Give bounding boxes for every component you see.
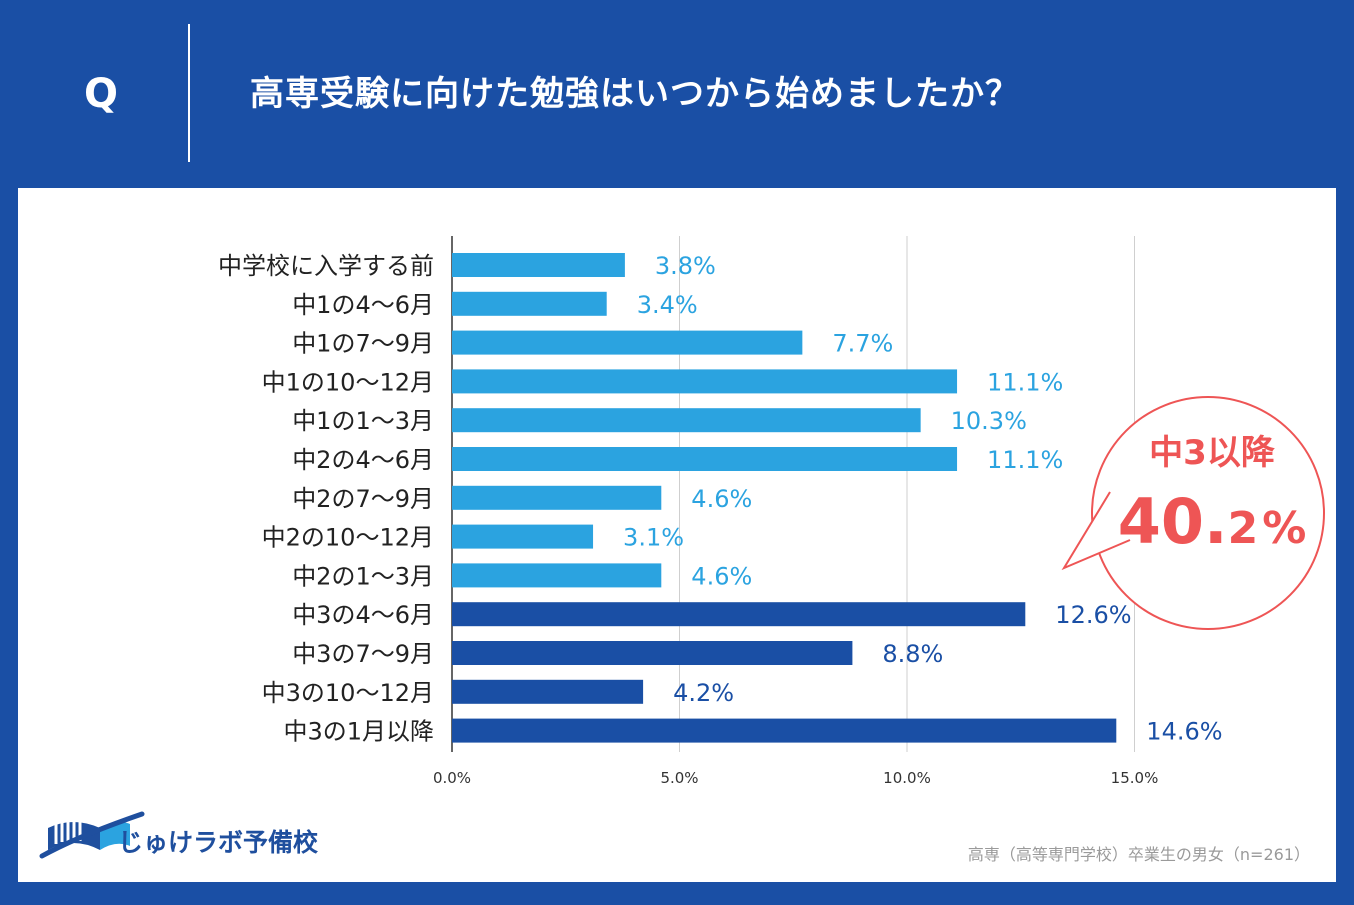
- bar: [452, 641, 853, 665]
- callout-tail-fill: [1070, 495, 1128, 563]
- question-title: 高専受験に向けた勉強はいつから始めましたか？: [250, 74, 1020, 114]
- bar: [452, 369, 958, 394]
- value-label: 3.4%: [637, 291, 698, 319]
- chart-panel: 0.0% 5.0% 10.0% 15.0% 中学校に入学する前 3.8% 中1の4〜6月 3.…: [18, 188, 1336, 882]
- value-label: 8.8%: [882, 640, 943, 668]
- bar: [452, 291, 607, 316]
- category-label: 中3の4〜6月: [292, 601, 434, 629]
- category-label: 中2の7〜9月: [292, 485, 434, 513]
- category-label: 中2の1〜3月: [292, 562, 434, 590]
- bar: [452, 408, 921, 433]
- header: Q 高専受験に向けた勉強はいつから始めましたか？: [0, 0, 1354, 188]
- value-label: 4.6%: [691, 485, 752, 513]
- bar-chart: 0.0% 5.0% 10.0% 15.0% 中学校に入学する前 3.8% 中1の4〜6月 3.…: [218, 236, 1325, 787]
- category-label: 中学校に入学する前: [218, 252, 434, 280]
- value-label: 3.1%: [623, 524, 684, 552]
- category-label: 中1の1〜3月: [292, 407, 434, 435]
- category-label: 中1の10〜12月: [262, 368, 434, 396]
- bar: [452, 485, 662, 510]
- x-tick-label: 10.0%: [883, 769, 931, 787]
- category-label: 中3の1月以降: [283, 718, 434, 746]
- bar: [452, 602, 1026, 627]
- bar: [452, 330, 803, 355]
- category-label: 中2の4〜6月: [292, 446, 434, 474]
- bar: [452, 679, 644, 704]
- category-label: 中1の4〜6月: [292, 291, 434, 319]
- value-label: 3.8%: [655, 252, 716, 280]
- logo-text: じゅけラボ予備校: [118, 828, 319, 857]
- value-label: 7.7%: [832, 330, 893, 358]
- category-label: 中3の7〜9月: [292, 640, 434, 668]
- header-divider: [188, 24, 190, 162]
- bar: [452, 524, 594, 549]
- value-label: 11.1%: [987, 368, 1063, 396]
- value-label: 11.1%: [987, 446, 1063, 474]
- bar: [452, 718, 1117, 743]
- category-label: 中1の7〜9月: [292, 330, 434, 358]
- value-label: 10.3%: [951, 407, 1027, 435]
- value-label: 4.2%: [673, 679, 734, 707]
- category-label: 中3の10〜12月: [262, 679, 434, 707]
- x-tick-label: 0.0%: [433, 769, 471, 787]
- value-label: 14.6%: [1146, 718, 1222, 746]
- x-tick-label: 15.0%: [1111, 769, 1159, 787]
- value-label: 4.6%: [691, 562, 752, 590]
- category-label: 中2の10〜12月: [262, 524, 434, 552]
- bar: [452, 253, 625, 277]
- bar: [452, 563, 662, 588]
- bar: [452, 447, 958, 471]
- logo-icon: [39, 811, 145, 859]
- value-label: 12.6%: [1055, 601, 1131, 629]
- callout-value: 40.2%: [1118, 485, 1307, 558]
- q-label: Q: [84, 71, 119, 117]
- callout-title: 中3以降: [1149, 433, 1276, 473]
- source-note: 高専（高等専門学校）卒業生の男女（n=261）: [967, 845, 1310, 864]
- x-tick-label: 5.0%: [660, 769, 698, 787]
- callout-bubble: [1091, 396, 1325, 630]
